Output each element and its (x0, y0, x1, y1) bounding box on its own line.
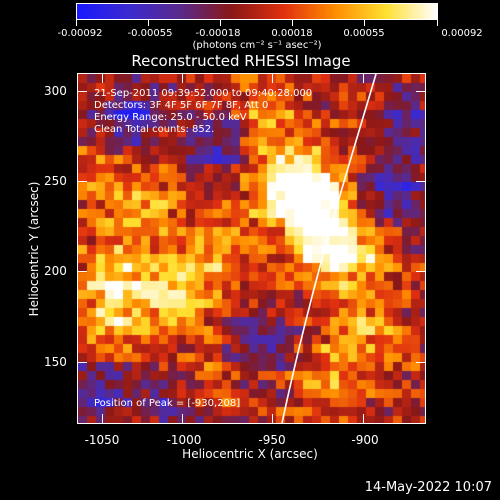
solar-limb-line (281, 74, 377, 423)
footer-date: 14-May-2022 10:07 (364, 480, 492, 495)
y-axis-tick (77, 181, 87, 182)
y-axis-tick-label: 300 (44, 84, 67, 98)
colorbar-tick (148, 20, 149, 26)
plot-title: Reconstructed RHESSI Image (131, 52, 351, 70)
colorbar-tick-label: -0.00055 (127, 28, 173, 39)
x-axis-tick-label: -900 (351, 433, 379, 447)
colorbar-tick (76, 20, 77, 26)
colorbar-tick-label: -0.00092 (57, 28, 103, 39)
info-energy-range: Energy Range: 25.0 - 50.0 keV (94, 112, 247, 123)
x-axis-tick (102, 73, 103, 83)
colorbar (76, 3, 438, 20)
x-axis-tick-label: -1050 (84, 433, 120, 447)
colorbar-tick-label: 0.00092 (441, 28, 483, 39)
x-axis-tick (272, 414, 273, 424)
y-axis-tick-label: 200 (44, 264, 67, 278)
colorbar-ticks (76, 20, 438, 26)
x-axis-tick (272, 73, 273, 83)
colorbar-tick (437, 20, 438, 26)
heatmap-image (78, 74, 425, 423)
colorbar-tick-label: -0.00018 (195, 28, 241, 39)
y-axis-title: Heliocentric Y (arcsec) (27, 181, 41, 317)
x-axis-tick (102, 414, 103, 424)
x-axis-tick (182, 73, 183, 83)
colorbar-tick (292, 20, 293, 26)
colorbar-tick (220, 20, 221, 26)
info-detectors: Detectors: 3F 4F 5F 6F 7F 8F, Att 0 (94, 100, 269, 111)
y-axis-tick (77, 91, 87, 92)
y-axis-tick (77, 362, 87, 363)
x-axis-tick (363, 73, 364, 83)
y-axis-tick-label: 150 (44, 355, 67, 369)
y-axis-tick (416, 362, 426, 363)
colorbar-units-label: (photons cm⁻² s⁻¹ asec⁻²) (192, 40, 322, 51)
y-axis-tick-label: 250 (44, 174, 67, 188)
y-axis-tick (416, 181, 426, 182)
y-axis-tick (416, 91, 426, 92)
info-peak-position: Position of Peak = [-930,208] (94, 398, 241, 409)
x-axis-tick-label: -950 (258, 433, 286, 447)
x-axis-tick-label: -1000 (166, 433, 202, 447)
plot-area: 21-Sep-2011 09:39:52.000 to 09:40:28.000… (77, 73, 426, 424)
x-axis-tick (363, 414, 364, 424)
info-time-range: 21-Sep-2011 09:39:52.000 to 09:40:28.000 (94, 88, 313, 99)
colorbar-tick-label: 0.00018 (271, 28, 313, 39)
x-axis-title: Heliocentric X (arcsec) (182, 447, 318, 461)
colorbar-tick (364, 20, 365, 26)
info-total-counts: Clean Total counts: 852. (94, 124, 215, 135)
y-axis-tick (416, 271, 426, 272)
colorbar-tick-label: 0.00055 (343, 28, 385, 39)
y-axis-tick (77, 271, 87, 272)
x-axis-tick (182, 414, 183, 424)
